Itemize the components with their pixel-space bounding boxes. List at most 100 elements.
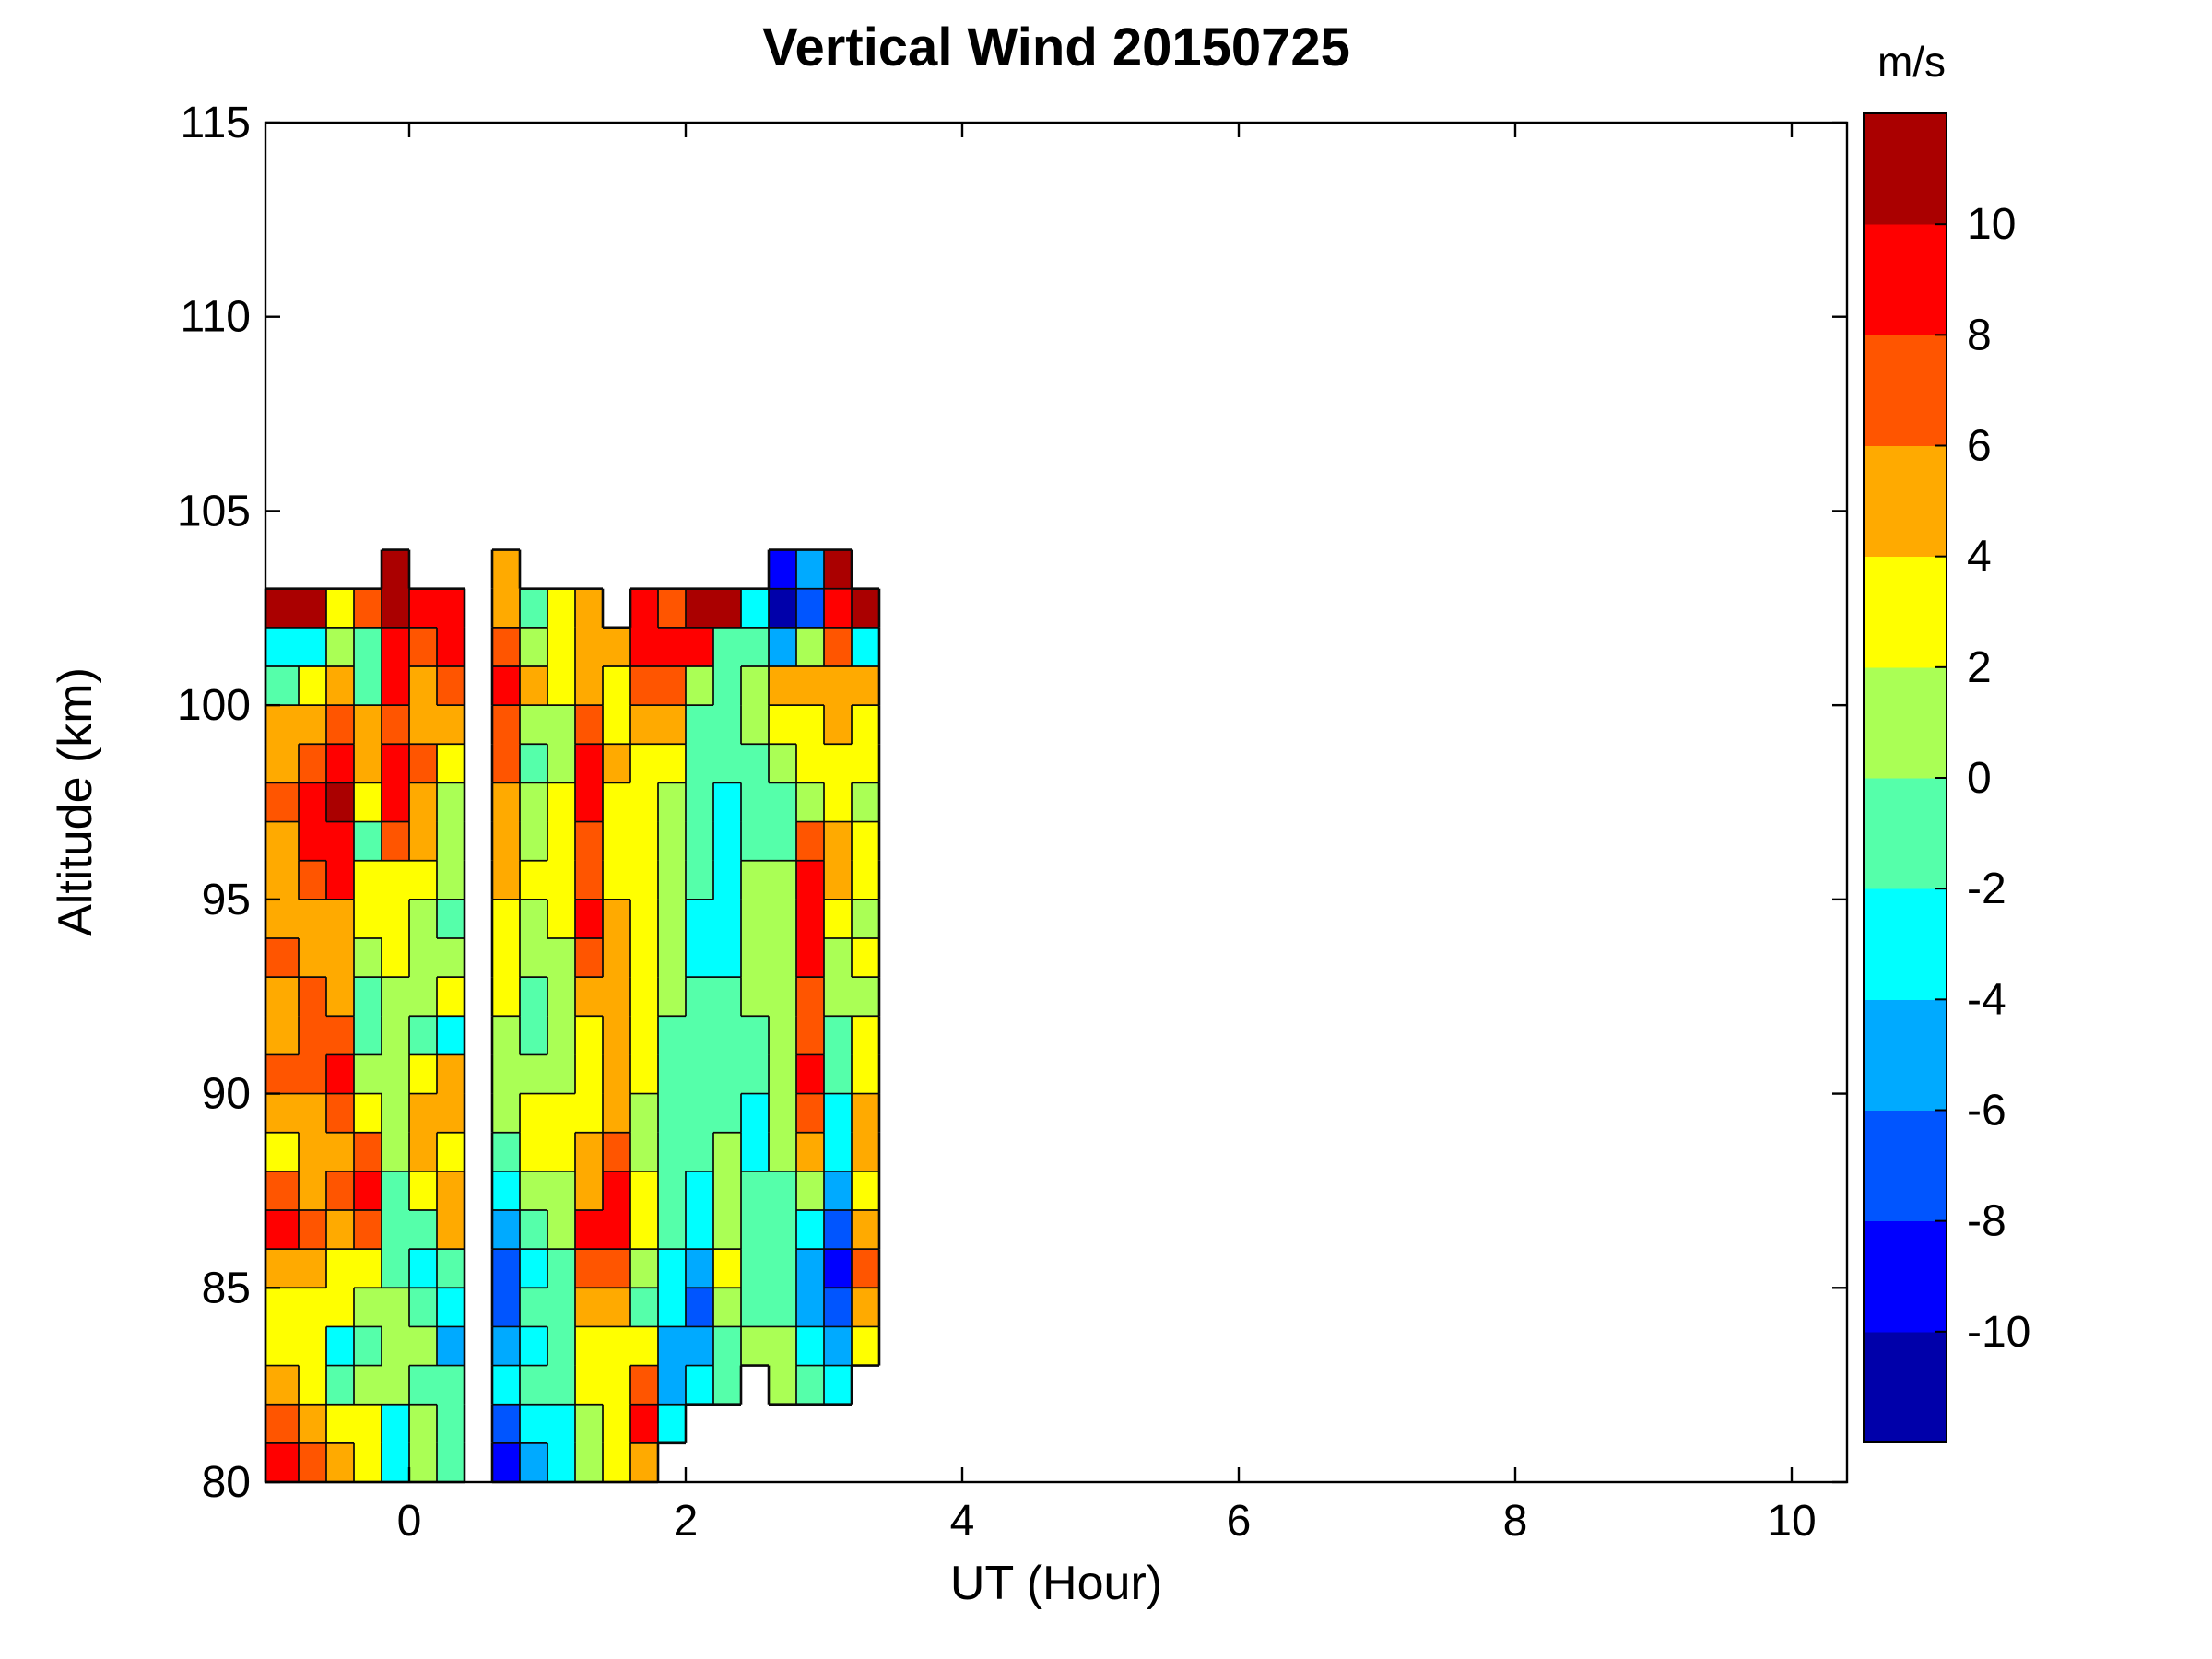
heatmap-cell — [658, 1326, 686, 1366]
heatmap-cell — [686, 1054, 713, 1094]
heatmap-cell — [741, 588, 769, 628]
heatmap-cell — [852, 938, 879, 978]
axes-box — [264, 121, 1849, 1484]
heatmap-cell — [492, 1249, 520, 1288]
heatmap-cell — [575, 1054, 603, 1094]
heatmap-cell — [547, 938, 575, 978]
heatmap-cell — [630, 1326, 658, 1366]
heatmap-cell — [326, 588, 354, 628]
heatmap-cell — [520, 627, 547, 666]
colorbar-band — [1864, 113, 1947, 225]
heatmap-cell — [658, 588, 686, 628]
heatmap-cell — [382, 977, 409, 1017]
heatmap-cell — [354, 1404, 382, 1443]
heatmap-cell — [437, 666, 465, 706]
heatmap-cell — [437, 1442, 465, 1482]
heatmap-cell — [852, 744, 879, 783]
heatmap-cell — [658, 1171, 686, 1210]
heatmap-cell — [382, 1132, 409, 1171]
heatmap-cell — [824, 549, 852, 589]
heatmap-cell — [547, 1210, 575, 1250]
heatmap-cell — [852, 821, 879, 861]
heatmap-cell — [299, 821, 326, 861]
colorbar-unit-label: m/s — [1877, 38, 1947, 86]
heatmap-cell — [603, 1210, 630, 1250]
heatmap-cell — [630, 1365, 658, 1405]
heatmap-cell — [603, 1093, 630, 1133]
heatmap-cell — [265, 1288, 299, 1327]
heatmap-cell — [713, 1326, 741, 1366]
heatmap-cell — [686, 744, 713, 783]
heatmap-cell — [265, 821, 299, 861]
heatmap-cell — [741, 1210, 769, 1250]
heatmap-cell — [796, 1326, 824, 1366]
heatmap-cell — [658, 627, 686, 666]
heatmap-cell — [575, 1016, 603, 1055]
heatmap-cell — [354, 744, 382, 783]
heatmap-cell — [382, 1404, 409, 1443]
heatmap-cell — [326, 977, 354, 1017]
heatmap-cell — [520, 1249, 547, 1288]
heatmap-cell — [326, 860, 354, 900]
heatmap-cell — [796, 899, 824, 938]
heatmap-cell — [354, 1249, 382, 1288]
colorbar-tick-label: -4 — [1967, 975, 2006, 1024]
heatmap-cell — [382, 1442, 409, 1482]
heatmap-cell — [382, 1210, 409, 1250]
heatmap-cell — [299, 1326, 326, 1366]
heatmap-cell — [796, 1171, 824, 1210]
heatmap-cell — [326, 1288, 354, 1327]
heatmap-cell — [492, 666, 520, 706]
heatmap-cell — [492, 1288, 520, 1327]
heatmap-cell — [299, 1132, 326, 1171]
heatmap-cell — [852, 1016, 879, 1055]
heatmap-cell — [686, 1132, 713, 1171]
heatmap-cell — [769, 627, 796, 666]
heatmap-cell — [326, 821, 354, 861]
heatmap-cell — [520, 1288, 547, 1327]
heatmap-cell — [824, 627, 852, 666]
heatmap-cell — [354, 899, 382, 938]
heatmap-cell — [299, 1365, 326, 1405]
heatmap-cell — [547, 860, 575, 900]
heatmap-cell — [686, 860, 713, 900]
heatmap-cell — [796, 1288, 824, 1327]
heatmap-cell — [265, 977, 299, 1017]
heatmap-cell — [796, 1249, 824, 1288]
heatmap-cell — [547, 627, 575, 666]
heatmap-cell — [492, 1365, 520, 1405]
heatmap-cell — [686, 1365, 713, 1405]
heatmap-cell — [630, 1132, 658, 1171]
colorbar-tick-label: 6 — [1967, 422, 1992, 471]
heatmap-cell — [796, 1132, 824, 1171]
heatmap-cell — [796, 666, 824, 706]
heatmap-cell — [492, 1132, 520, 1171]
heatmap-cell — [409, 1288, 437, 1327]
heatmap-cell — [575, 938, 603, 978]
heatmap-cell — [409, 977, 437, 1017]
heatmap-cell — [354, 1210, 382, 1250]
heatmap-cell — [741, 744, 769, 783]
heatmap-cell — [409, 666, 437, 706]
heatmap-cell — [547, 1404, 575, 1443]
heatmap-cell — [852, 977, 879, 1017]
heatmap-cell — [437, 1054, 465, 1094]
heatmap-cell — [824, 744, 852, 783]
heatmap-cell — [630, 977, 658, 1017]
y-tick-label: 105 — [177, 487, 251, 535]
heatmap-cell — [658, 1210, 686, 1250]
heatmap-cell — [796, 860, 824, 900]
heatmap-cell — [575, 977, 603, 1017]
heatmap-cell — [299, 860, 326, 900]
x-tick-label: 4 — [950, 1497, 975, 1546]
heatmap-cell — [630, 860, 658, 900]
heatmap-cell — [437, 744, 465, 783]
heatmap-cell — [658, 860, 686, 900]
heatmap-cell — [630, 1288, 658, 1327]
heatmap-cell — [824, 666, 852, 706]
heatmap-cell — [409, 821, 437, 861]
heatmap-cell — [382, 627, 409, 666]
colorbar-band — [1864, 778, 1947, 889]
heatmap-cell — [354, 627, 382, 666]
heatmap-cell — [354, 782, 382, 822]
